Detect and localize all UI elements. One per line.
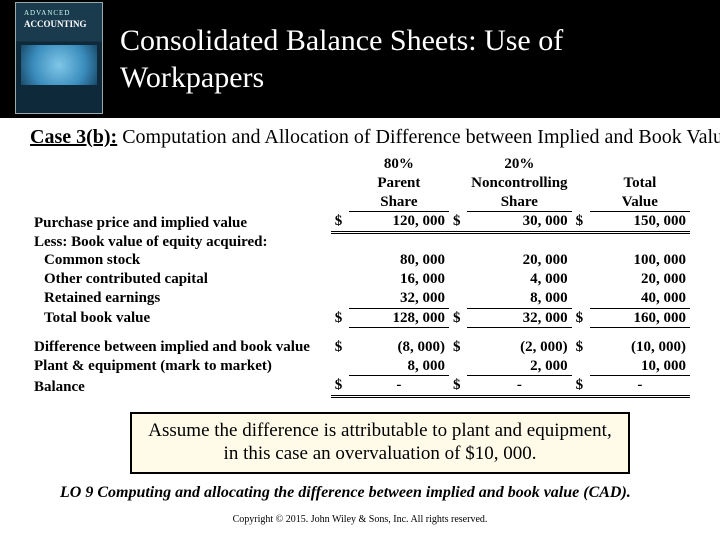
r7c3: (10, 000): [590, 338, 690, 357]
row3-label: Common stock: [30, 251, 331, 270]
row6-label: Total book value: [30, 308, 331, 328]
r7c2: (2, 000): [467, 338, 572, 357]
thumb-line1: ADVANCED: [24, 9, 70, 17]
col1-pct: 80%: [349, 155, 449, 174]
col1-l2: Share: [349, 193, 449, 212]
cur: $: [331, 308, 349, 328]
slide-content: Case 3(b): Computation and Allocation of…: [0, 118, 720, 502]
row1-label: Purchase price and implied value: [30, 212, 331, 233]
r5c1: 32, 000: [349, 289, 449, 308]
col2-l1: Noncontrolling: [467, 174, 572, 193]
r3c2: 20, 000: [467, 251, 572, 270]
row8-label: Plant & equipment (mark to market): [30, 357, 331, 376]
r3c1: 80, 000: [349, 251, 449, 270]
col3-l2: Value: [590, 193, 690, 212]
cur: $: [449, 376, 467, 397]
cur: $: [331, 376, 349, 397]
allocation-table: 80% 20% Parent Noncontrolling Total Shar…: [30, 155, 690, 398]
r9c1: -: [349, 376, 449, 397]
r8c3: 10, 000: [590, 357, 690, 376]
r4c3: 20, 000: [590, 270, 690, 289]
case-label: Case 3(b):: [30, 126, 117, 148]
cur: $: [572, 212, 590, 233]
col2-pct: 20%: [467, 155, 572, 174]
r1c1: 120, 000: [349, 212, 449, 233]
copyright-text: Copyright © 2015. John Wiley & Sons, Inc…: [0, 514, 720, 525]
row7-label: Difference between implied and book valu…: [30, 338, 331, 357]
r1c2: 30, 000: [467, 212, 572, 233]
case-text: Computation and Allocation of Difference…: [122, 126, 720, 148]
r4c1: 16, 000: [349, 270, 449, 289]
r6c1: 128, 000: [349, 308, 449, 328]
learning-objective: LO 9 Computing and allocating the differ…: [60, 484, 660, 502]
r6c2: 32, 000: [467, 308, 572, 328]
col3-l1: Total: [590, 174, 690, 193]
cur: $: [572, 338, 590, 357]
r7c1: (8, 000): [349, 338, 449, 357]
slide-title: Consolidated Balance Sheets: Use of Work…: [120, 22, 710, 97]
r3c3: 100, 000: [590, 251, 690, 270]
slide-header: Consolidated Balance Sheets: Use of Work…: [0, 0, 720, 118]
row2-label: Less: Book value of equity acquired:: [30, 233, 331, 252]
case-line: Case 3(b): Computation and Allocation of…: [30, 126, 690, 149]
r9c3: -: [590, 376, 690, 397]
r4c2: 4, 000: [467, 270, 572, 289]
cur: $: [449, 212, 467, 233]
cur: $: [572, 376, 590, 397]
book-cover-thumbnail: ADVANCED ACCOUNTING: [15, 2, 103, 114]
r6c3: 160, 000: [590, 308, 690, 328]
r1c3: 150, 000: [590, 212, 690, 233]
col1-l1: Parent: [349, 174, 449, 193]
r5c2: 8, 000: [467, 289, 572, 308]
r9c2: -: [467, 376, 572, 397]
row5-label: Retained earnings: [30, 289, 331, 308]
assumption-note: Assume the difference is attributable to…: [130, 412, 630, 474]
cur: $: [449, 308, 467, 328]
col2-l2: Share: [467, 193, 572, 212]
r5c3: 40, 000: [590, 289, 690, 308]
thumb-line2: ACCOUNTING: [24, 19, 87, 29]
row4-label: Other contributed capital: [30, 270, 331, 289]
row9-label: Balance: [30, 376, 331, 397]
cur: $: [449, 338, 467, 357]
r8c1: 8, 000: [349, 357, 449, 376]
thumb-graphic: [21, 45, 97, 85]
cur: $: [331, 338, 349, 357]
r8c2: 2, 000: [467, 357, 572, 376]
cur: $: [331, 212, 349, 233]
cur: $: [572, 308, 590, 328]
